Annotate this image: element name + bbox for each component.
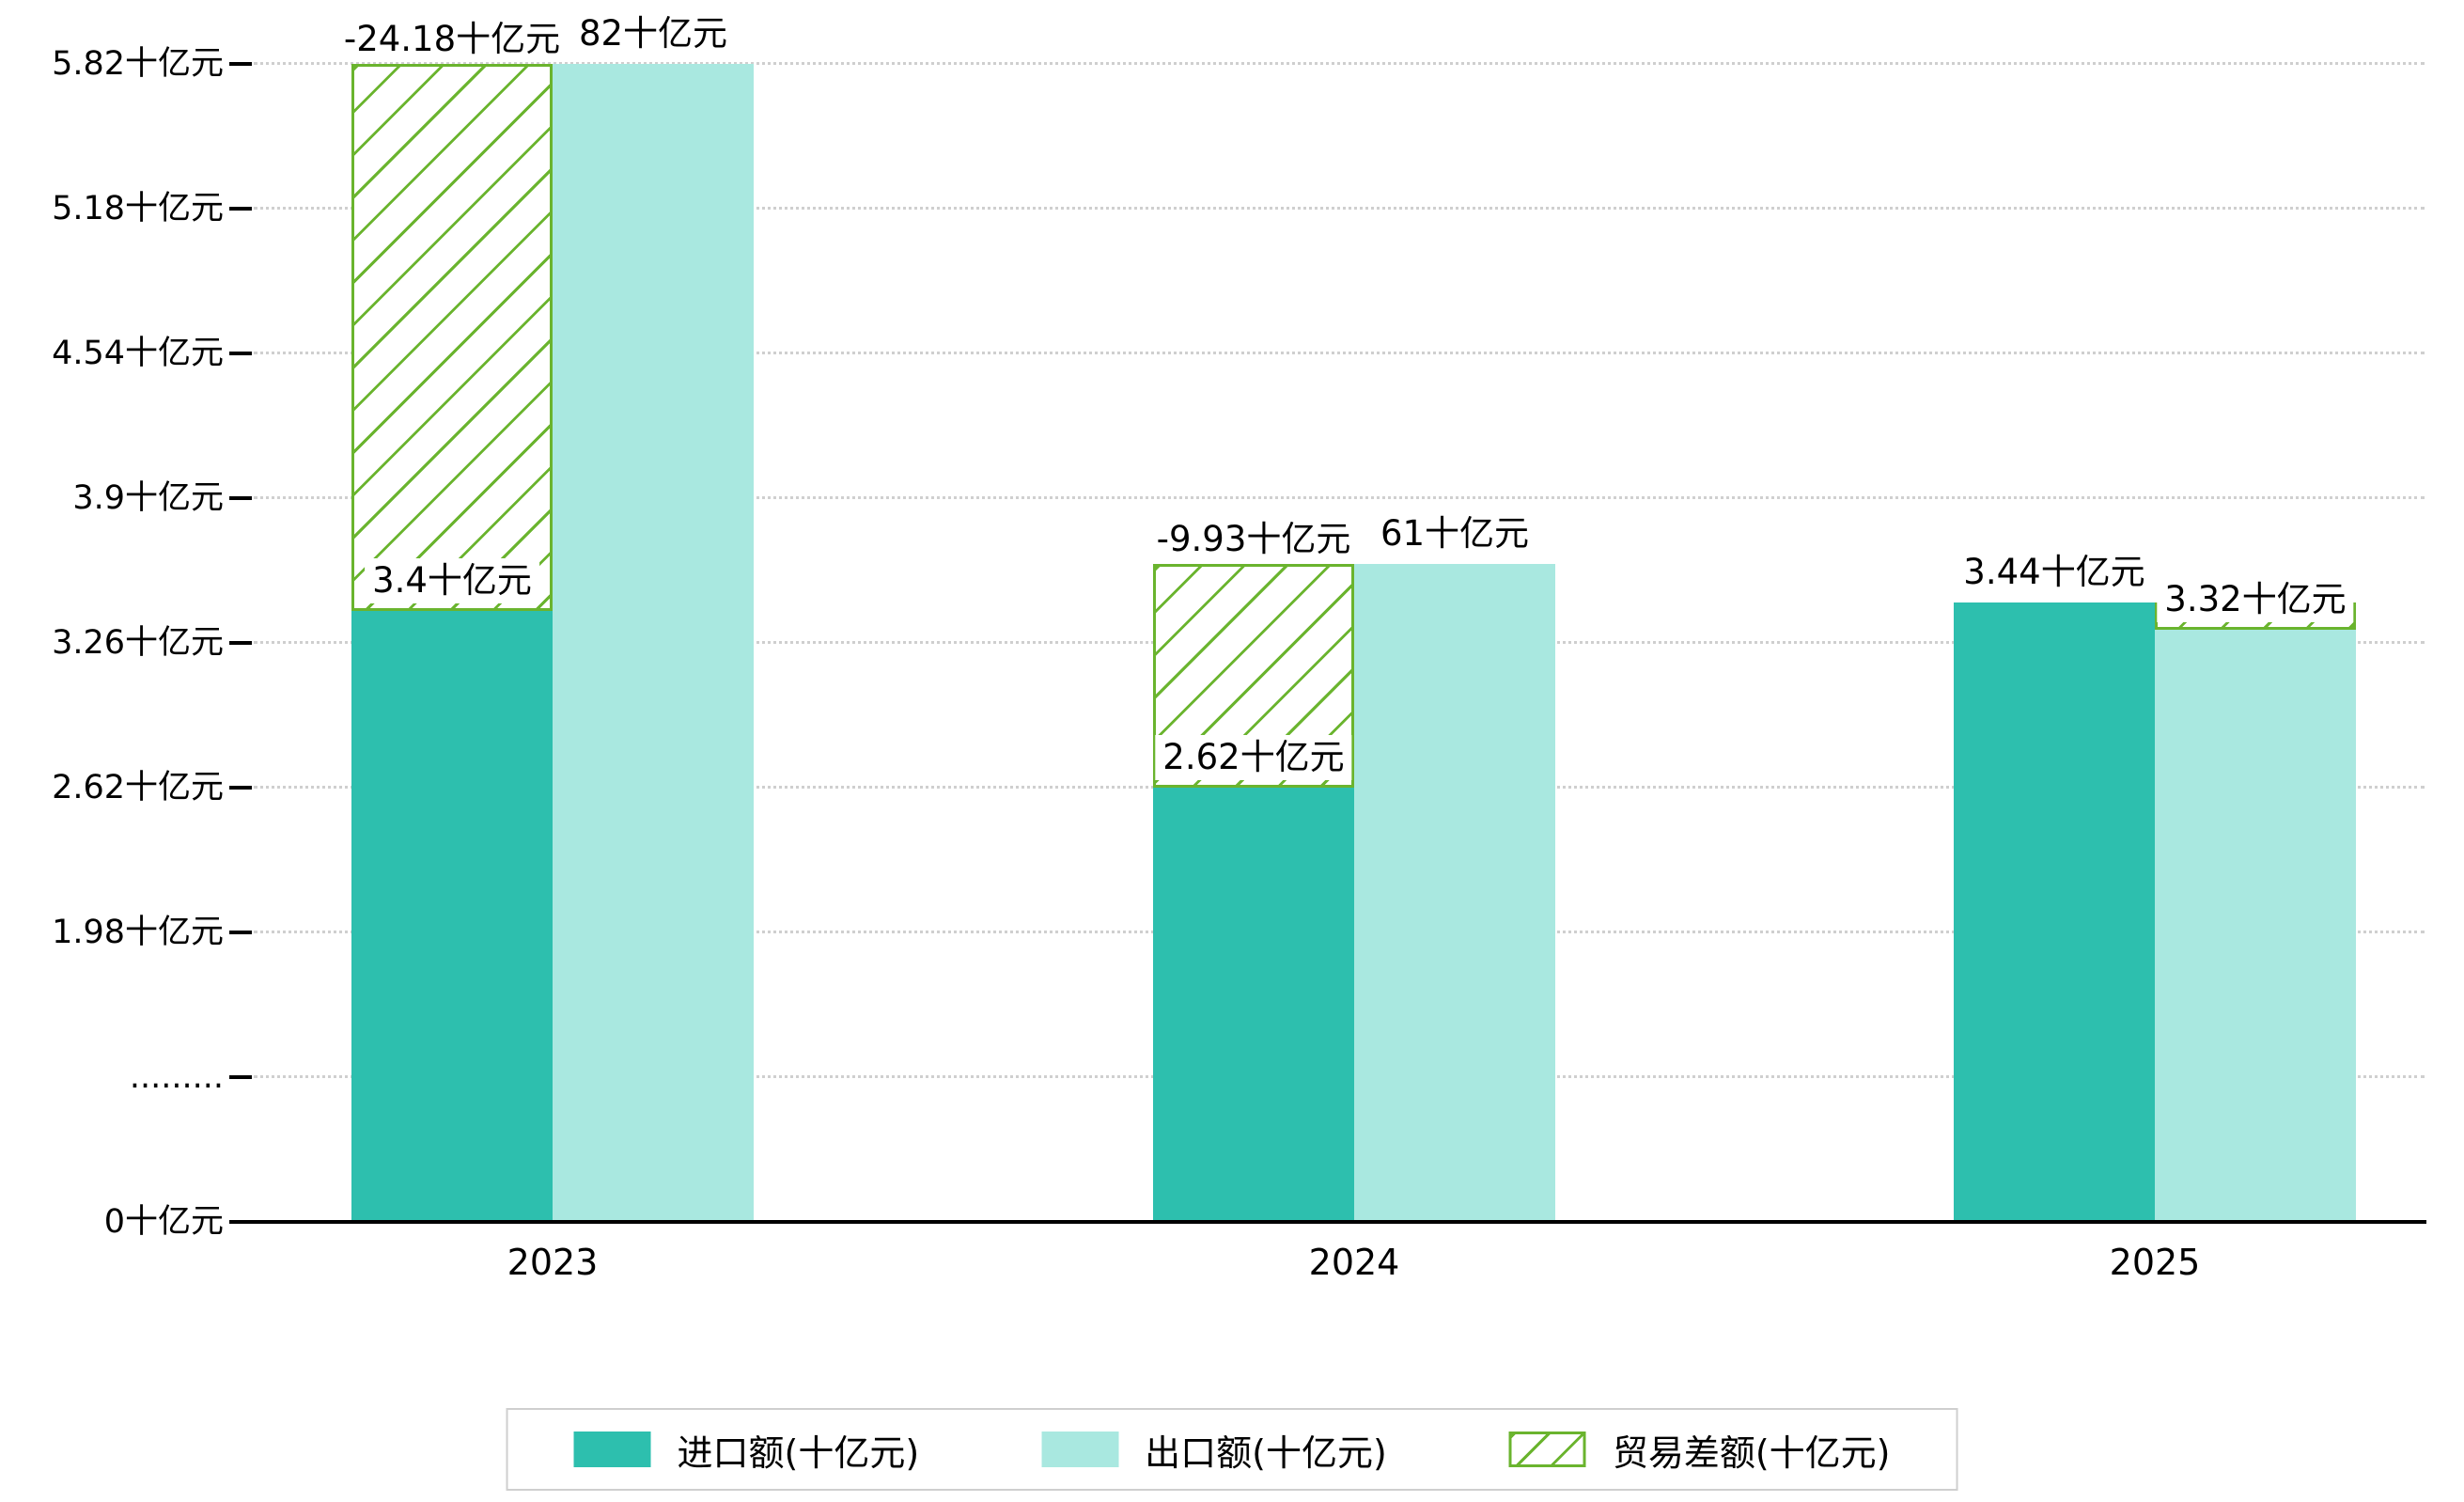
legend-item-export: 出口额(十亿元) [1041, 1424, 1387, 1476]
x-tick-label-2023: 2023 [507, 1242, 599, 1283]
y-tick-label: 3.26十亿元 [52, 624, 224, 662]
y-tick-mark [229, 496, 252, 500]
y-tick-label: 4.54十亿元 [52, 335, 224, 372]
export-bar [1354, 564, 1555, 1222]
gridline [254, 496, 2425, 499]
legend-label-import: 进口额(十亿元) [677, 1432, 920, 1474]
legend-label-export: 出口额(十亿元) [1145, 1432, 1387, 1474]
import-value-label: 3.44十亿元 [1956, 550, 2153, 595]
y-tick-label: 1.98十亿元 [52, 914, 224, 951]
y-tick-mark [229, 62, 252, 66]
trade-balance-value-label: -9.93十亿元 [1148, 517, 1359, 562]
x-tick-label-2024: 2024 [1308, 1242, 1400, 1283]
y-tick-label: 3.9十亿元 [72, 479, 224, 517]
y-tick-mark [229, 352, 252, 355]
y-tick-label: ......... [129, 1058, 224, 1096]
import-bar [1153, 788, 1354, 1222]
x-axis-line [252, 1220, 2426, 1224]
y-tick-mark [229, 1220, 252, 1224]
trade-balance-bar [351, 64, 553, 611]
legend-label-trade-balance: 贸易差额(十亿元) [1612, 1432, 1891, 1474]
y-tick-label: 2.62十亿元 [52, 769, 224, 806]
gridline [254, 62, 2425, 65]
y-tick-mark [229, 1075, 252, 1079]
x-tick-label-2025: 2025 [2109, 1242, 2201, 1283]
y-tick-mark [229, 207, 252, 211]
import-value-label: 2.62十亿元 [1155, 735, 1352, 780]
gridline [254, 207, 2425, 210]
trade-balance-swatch-icon [1508, 1432, 1586, 1467]
export-bar [2155, 630, 2356, 1222]
legend-item-import: 进口额(十亿元) [573, 1424, 920, 1476]
y-tick-mark [229, 931, 252, 934]
y-tick-label: 5.18十亿元 [52, 190, 224, 227]
export-bar [553, 64, 754, 1222]
import-swatch-icon [573, 1432, 651, 1467]
export-value-label: 3.32十亿元 [2157, 577, 2354, 622]
import-bar [351, 611, 553, 1222]
y-tick-mark [229, 786, 252, 790]
import-bar [1954, 602, 2155, 1222]
y-tick-label: 0十亿元 [103, 1203, 224, 1241]
y-tick-label: 5.82十亿元 [52, 45, 224, 83]
y-tick-mark [229, 641, 252, 645]
export-value-label: 61十亿元 [1372, 511, 1537, 556]
legend-item-trade-balance: 贸易差额(十亿元) [1508, 1424, 1891, 1476]
export-swatch-icon [1041, 1432, 1119, 1467]
import-value-label: 3.4十亿元 [365, 558, 539, 603]
gridline [254, 352, 2425, 354]
legend: 进口额(十亿元) 出口额(十亿元) 贸易差额(十亿元) [506, 1408, 1958, 1491]
trade-balance-value-label: -24.18十亿元 [335, 17, 569, 62]
export-value-label: 82十亿元 [570, 11, 736, 56]
